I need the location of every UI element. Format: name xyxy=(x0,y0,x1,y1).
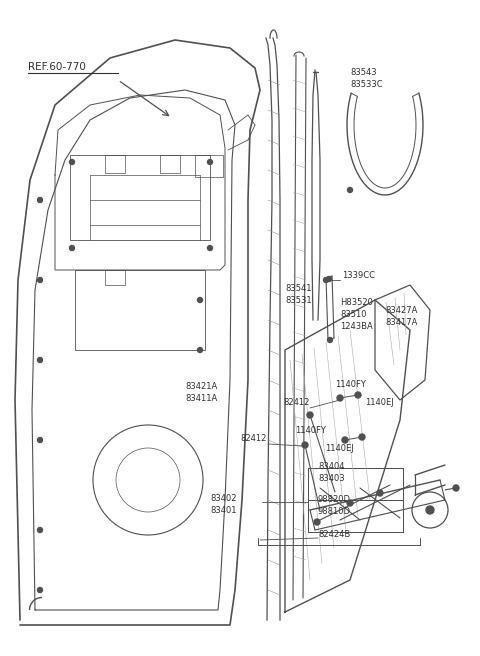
Circle shape xyxy=(348,188,352,192)
Circle shape xyxy=(197,348,203,352)
Bar xyxy=(75,270,205,350)
Circle shape xyxy=(337,395,343,401)
Circle shape xyxy=(342,437,348,443)
Bar xyxy=(308,468,403,532)
Circle shape xyxy=(453,485,459,491)
Circle shape xyxy=(70,245,74,251)
Circle shape xyxy=(324,277,328,283)
Text: 83401: 83401 xyxy=(210,506,237,515)
Text: 82412: 82412 xyxy=(240,434,266,443)
Text: 83417A: 83417A xyxy=(385,318,418,327)
Circle shape xyxy=(37,197,43,203)
Text: 82424B: 82424B xyxy=(318,530,350,539)
Text: 98820D: 98820D xyxy=(318,495,351,504)
Text: 1140FY: 1140FY xyxy=(335,380,366,389)
Circle shape xyxy=(307,412,313,418)
Circle shape xyxy=(207,245,213,251)
Text: 83533C: 83533C xyxy=(350,80,383,89)
Text: H83520: H83520 xyxy=(340,298,373,307)
Text: 83510: 83510 xyxy=(340,310,367,319)
Text: 83531: 83531 xyxy=(285,296,312,305)
Bar xyxy=(195,155,223,177)
Circle shape xyxy=(426,506,434,514)
Text: 1243BA: 1243BA xyxy=(340,322,373,331)
Circle shape xyxy=(37,588,43,592)
Text: 98810D: 98810D xyxy=(318,507,351,516)
Circle shape xyxy=(377,490,383,496)
Circle shape xyxy=(347,500,353,506)
Text: 83411A: 83411A xyxy=(185,394,217,403)
Circle shape xyxy=(302,442,308,448)
Circle shape xyxy=(197,298,203,302)
Text: 83543: 83543 xyxy=(350,68,377,77)
Circle shape xyxy=(37,438,43,443)
Circle shape xyxy=(70,159,74,165)
Text: 83421A: 83421A xyxy=(185,382,217,391)
Text: 1339CC: 1339CC xyxy=(342,272,375,281)
Circle shape xyxy=(37,527,43,533)
Text: 83403: 83403 xyxy=(318,474,345,483)
Text: 83404: 83404 xyxy=(318,462,345,471)
Circle shape xyxy=(37,358,43,363)
Circle shape xyxy=(207,159,213,165)
Circle shape xyxy=(359,434,365,440)
Circle shape xyxy=(326,276,332,281)
Text: 1140EJ: 1140EJ xyxy=(325,444,354,453)
Circle shape xyxy=(37,277,43,283)
Circle shape xyxy=(355,392,361,398)
Text: 83541: 83541 xyxy=(285,284,312,293)
Circle shape xyxy=(327,337,333,342)
Text: 82412: 82412 xyxy=(283,398,310,407)
Text: 83427A: 83427A xyxy=(385,306,418,315)
Text: 1140EJ: 1140EJ xyxy=(365,398,394,407)
Bar xyxy=(105,270,125,285)
Bar xyxy=(308,468,403,500)
Text: 83402: 83402 xyxy=(210,494,237,503)
Bar xyxy=(70,155,210,240)
Text: 1140FY: 1140FY xyxy=(295,426,326,435)
Text: REF.60-770: REF.60-770 xyxy=(28,62,86,72)
Bar xyxy=(105,155,125,173)
Bar xyxy=(160,155,180,173)
Circle shape xyxy=(314,519,320,525)
Bar xyxy=(308,500,403,532)
